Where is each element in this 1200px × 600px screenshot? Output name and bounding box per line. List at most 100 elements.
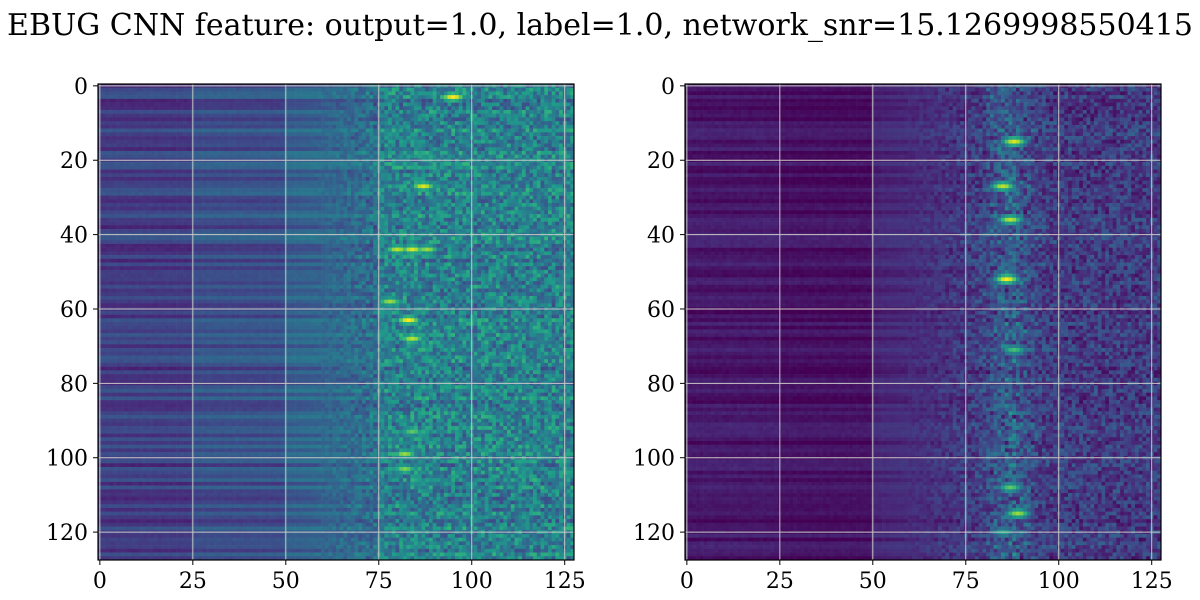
heatmap-cell (217, 95, 221, 99)
heatmap-cell (243, 95, 247, 99)
heatmap-cell (135, 91, 139, 95)
heatmap-cell (340, 95, 344, 99)
heatmap-cell (117, 88, 121, 92)
heatmap-cell (206, 95, 210, 99)
heatmap-cell (254, 103, 258, 107)
heatmap-cell (247, 95, 251, 99)
heatmap-cell (541, 95, 545, 99)
heatmap-cell (373, 103, 377, 107)
heatmap-cell (343, 103, 347, 107)
heatmap-cell (169, 99, 173, 103)
heatmap-cell (507, 99, 511, 103)
heatmap-cell (180, 99, 184, 103)
heatmap-cell (488, 88, 492, 92)
heatmap-cell (131, 103, 135, 107)
heatmap-cell (139, 88, 143, 92)
heatmap-cell (135, 88, 139, 92)
heatmap-cell (269, 88, 273, 92)
heatmap-cell (425, 106, 429, 110)
heatmap-cell (161, 91, 165, 95)
heatmap-cell (384, 106, 388, 110)
heatmap-cell (105, 95, 109, 99)
heatmap-cell (221, 95, 225, 99)
heatmap-cell (228, 91, 232, 95)
heatmap-cell (515, 88, 519, 92)
heatmap-cell (198, 88, 202, 92)
heatmap-cell (552, 88, 556, 92)
heatmap-cell (169, 95, 173, 99)
heatmap-cell (440, 99, 444, 103)
heatmap-cell (161, 106, 165, 110)
heatmap-cell (195, 91, 199, 95)
heatmap-cell (533, 99, 537, 103)
heatmap-cell (161, 103, 165, 107)
heatmap-cell (291, 99, 295, 103)
heatmap-cell (310, 106, 314, 110)
heatmap-cell (113, 103, 117, 107)
heatmap-cell (462, 88, 466, 92)
heatmap-cell (444, 91, 448, 95)
heatmap-cell (329, 91, 333, 95)
heatmap-cell (500, 88, 504, 92)
heatmap-cell (228, 95, 232, 99)
heatmap-cell (381, 88, 385, 92)
heatmap-cell (269, 95, 273, 99)
heatmap-cell (507, 106, 511, 110)
heatmap-cell (146, 99, 150, 103)
heatmap-cell (336, 91, 340, 95)
heatmap-cell (355, 88, 359, 92)
heatmap-cell (150, 88, 154, 92)
heatmap-cell (243, 99, 247, 103)
heatmap-cell (210, 88, 214, 92)
heatmap-cell (210, 95, 214, 99)
heatmap-cell (373, 88, 377, 92)
heatmap-cell (258, 103, 262, 107)
heatmap-cell (262, 91, 266, 95)
heatmap-cell (306, 91, 310, 95)
heatmap-cell (340, 106, 344, 110)
heatmap-cell (139, 95, 143, 99)
heatmap-cell (210, 99, 214, 103)
heatmap-cell (143, 103, 147, 107)
heatmap-cell (518, 103, 522, 107)
heatmap-cell (481, 106, 485, 110)
heatmap-cell (202, 88, 206, 92)
heatmap-cell (317, 99, 321, 103)
heatmap-cell (161, 88, 165, 92)
heatmap-cell (511, 91, 515, 95)
heatmap-cell (500, 103, 504, 107)
heatmap-cell (355, 99, 359, 103)
heatmap-cell (529, 91, 533, 95)
heatmap-cell (500, 91, 504, 95)
heatmap-cell (195, 99, 199, 103)
heatmap-cell (466, 103, 470, 107)
heatmap-cell (407, 103, 411, 107)
heatmap-cell (526, 95, 530, 99)
heatmap-cell (288, 99, 292, 103)
heatmap-cell (392, 99, 396, 103)
heatmap-cell (224, 91, 228, 95)
heatmap-cell (396, 95, 400, 99)
heatmap-cell (184, 103, 188, 107)
heatmap-cell (288, 91, 292, 95)
heatmap-cell (165, 95, 169, 99)
heatmap-cell (407, 91, 411, 95)
heatmap-cell (358, 95, 362, 99)
heatmap-cell (474, 103, 478, 107)
heatmap-cell (403, 88, 407, 92)
heatmap-cell (172, 95, 176, 99)
heatmap-cell (392, 106, 396, 110)
heatmap-cell (306, 95, 310, 99)
figure-title: EBUG CNN feature: output=1.0, label=1.0,… (7, 8, 1193, 43)
heatmap-cell (422, 91, 426, 95)
heatmap-cell (172, 106, 176, 110)
heatmap-cell (336, 99, 340, 103)
heatmap-cell (492, 103, 496, 107)
heatmap-cell (117, 95, 121, 99)
heatmap-cell (273, 103, 277, 107)
heatmap-cell (143, 95, 147, 99)
heatmap-cell (109, 103, 113, 107)
heatmap-cell (343, 91, 347, 95)
heatmap-cell (131, 106, 135, 110)
heatmap-cell (325, 88, 329, 92)
